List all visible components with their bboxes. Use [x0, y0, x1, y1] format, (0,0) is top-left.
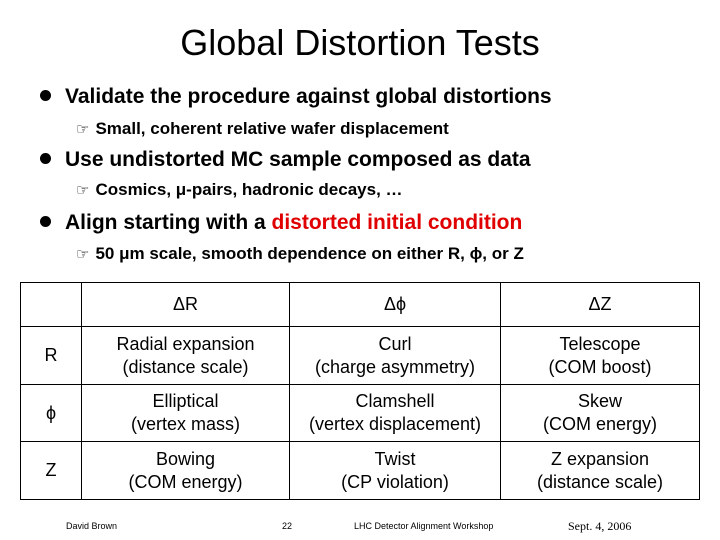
row-header-r: R: [20, 326, 82, 385]
sub-bullet-1: ☞ Small, coherent relative wafer displace…: [76, 119, 449, 139]
cell-line: (charge asymmetry): [314, 356, 476, 377]
table-cell: Skew (COM energy): [500, 384, 700, 442]
cell-line: Elliptical: [152, 391, 219, 411]
cell-line: Twist: [374, 448, 416, 469]
cell-line: (COM boost): [548, 356, 652, 377]
cell-line: (COM energy): [542, 414, 658, 434]
footer-author: David Brown: [66, 521, 118, 531]
cell-line: Clamshell: [355, 391, 435, 411]
table-cell: Clamshell (vertex displacement): [289, 384, 501, 442]
cell-line: Bowing: [155, 448, 216, 469]
bullet-dot-icon: [40, 152, 51, 164]
bullet-3: Align starting with a distorted initial …: [40, 211, 522, 235]
cell-line: (distance scale): [122, 356, 249, 377]
table-row: ϕ Elliptical (vertex mass) Clamshell (vert…: [20, 384, 700, 442]
cell-line: Telescope: [559, 333, 641, 354]
bullet-3-text-pre: Align starting with a: [65, 211, 272, 234]
table-cell: Elliptical (vertex mass): [81, 384, 290, 442]
bullet-2-text: Use undistorted MC sample composed as da…: [65, 148, 531, 171]
bullet-dot-icon: [40, 215, 51, 227]
cell-line: Radial expansion: [116, 333, 255, 354]
pointing-hand-icon: ☞: [76, 121, 90, 138]
bullet-1: Validate the procedure against global di…: [40, 85, 552, 109]
cell-line: (COM energy): [128, 471, 243, 492]
cell-line: (distance scale): [536, 471, 664, 492]
sub-bullet-1-text: Small, coherent relative wafer displacem…: [95, 119, 449, 138]
cell-line: (vertex mass): [130, 414, 240, 434]
table-cell: Twist (CP violation): [289, 441, 501, 500]
cell-line: (CP violation): [341, 471, 449, 492]
sub-bullet-2: ☞ Cosmics, μ-pairs, hadronic decays, …: [76, 180, 403, 200]
table-header-row: ΔR Δϕ ΔZ: [20, 282, 700, 327]
row-header-z: Z: [20, 441, 82, 500]
bullet-3-text-highlight: distorted initial condition: [271, 211, 523, 234]
pointing-hand-icon: ☞: [76, 182, 90, 199]
cell-line: Curl: [378, 333, 412, 354]
cell-line: (vertex displacement): [308, 414, 482, 434]
sub-bullet-2-text: Cosmics, μ-pairs, hadronic decays, …: [95, 180, 403, 199]
cell-line: Skew: [577, 391, 622, 411]
bullet-dot-icon: [40, 89, 51, 101]
column-header-delta-z: ΔZ: [500, 282, 700, 327]
table-row: Z Bowing (COM energy) Twist (CP violation)…: [20, 441, 700, 500]
table-cell: Z expansion (distance scale): [500, 441, 700, 500]
slide-title: Global Distortion Tests: [180, 22, 540, 63]
table-cell: Curl (charge asymmetry): [289, 326, 501, 385]
footer-event: LHC Detector Alignment Workshop: [354, 521, 494, 531]
cell-line: Z expansion: [550, 448, 650, 469]
sub-bullet-3-text: 50 μm scale, smooth dependence on either…: [95, 244, 524, 263]
sub-bullet-3: ☞ 50 μm scale, smooth dependence on eithe…: [76, 244, 524, 264]
column-header-delta-r: ΔR: [81, 282, 290, 327]
bullet-1-text: Validate the procedure against global di…: [65, 85, 552, 108]
row-header-phi: ϕ: [20, 384, 82, 442]
table-cell: Telescope (COM boost): [500, 326, 700, 385]
table-row: R Radial expansion (distance scale) Curl(…: [20, 326, 700, 385]
column-header-delta-phi: Δϕ: [289, 282, 501, 327]
table-cell: Radial expansion (distance scale): [81, 326, 290, 385]
pointing-hand-icon: ☞: [76, 246, 90, 263]
footer-date: Sept. 4, 2006: [568, 519, 632, 533]
footer-page-number: 22: [282, 521, 293, 531]
table-cell: Bowing (COM energy): [81, 441, 290, 500]
bullet-2: Use undistorted MC sample composed as da…: [40, 148, 531, 172]
table-corner-cell: [20, 282, 82, 327]
distortion-table: ΔR Δϕ ΔZ R Radial expansion (distance sca…: [20, 282, 700, 500]
